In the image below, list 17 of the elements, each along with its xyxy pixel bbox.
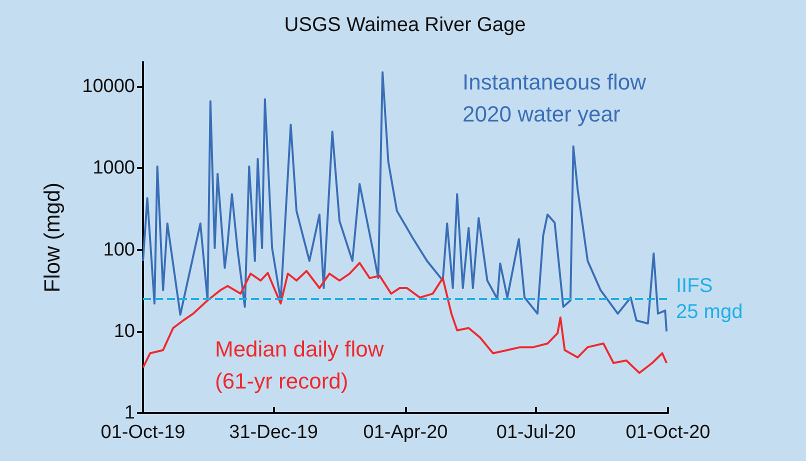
x-tick-label: 01-Oct-20 [626,422,710,443]
line-series [142,262,668,374]
y-tick-label: 1 [124,402,135,424]
x-tick-label: 31-Dec-19 [229,422,318,443]
series-label: Median daily flow (61-yr record) [215,336,384,394]
ref-line-label: IIFS 25 mgd [676,274,743,323]
x-tick-label: 01-Jul-20 [496,422,576,443]
y-tick-label: 10 [114,320,135,342]
y-tick-label: 1000 [92,158,135,179]
y-tick-label: 10000 [82,76,135,98]
chart-title: USGS Waimea River Gage [284,14,526,36]
y-tick-label: 100 [103,239,135,260]
x-tick-label: 01-Apr-20 [363,422,448,443]
text: Instantaneous flow 2020 water year [462,70,646,126]
line-series [142,71,668,332]
x-tick-label: 01-Oct-19 [100,422,186,443]
y-axis-title: Flow (mgd) [40,182,64,293]
